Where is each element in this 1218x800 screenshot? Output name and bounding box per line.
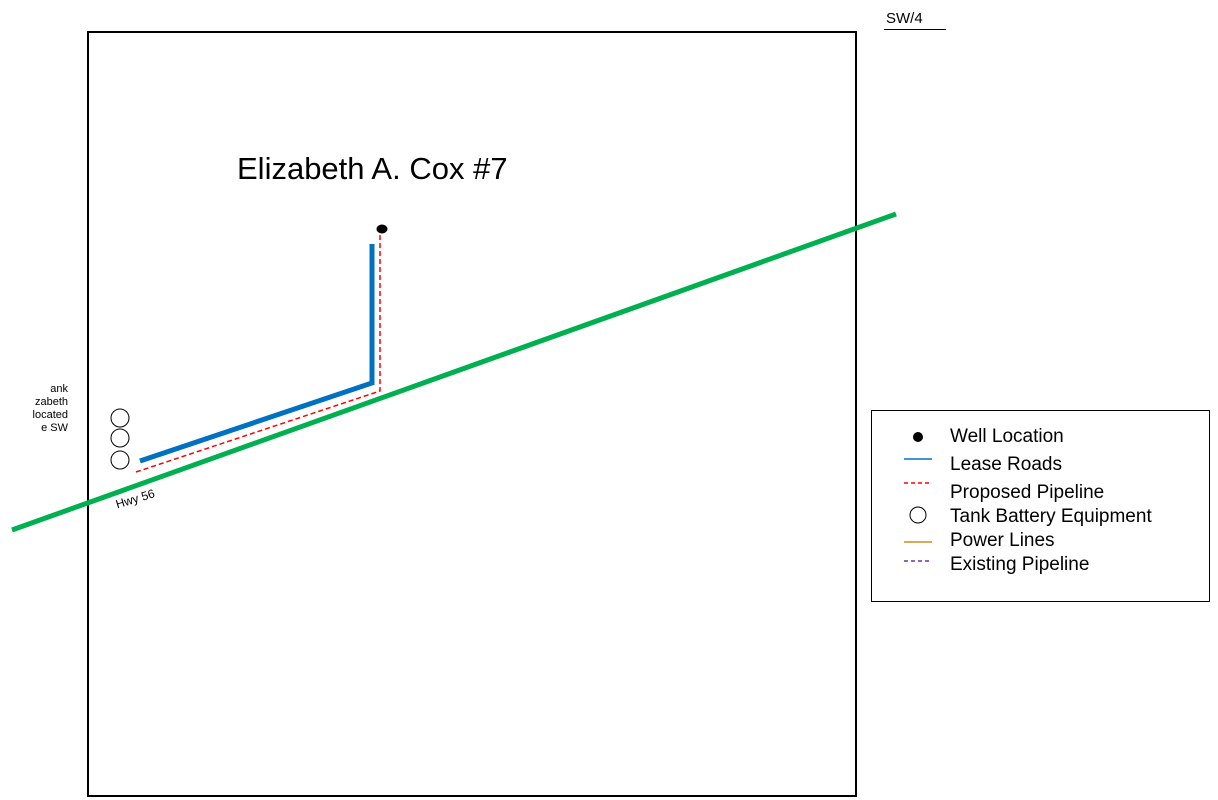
legend-label: Well Location xyxy=(950,426,1064,447)
highway-line xyxy=(11,211,897,533)
legend-label: Power Lines xyxy=(950,530,1055,551)
legend-label: Proposed Pipeline xyxy=(950,482,1105,503)
proposed-pipeline-line xyxy=(135,231,381,473)
section-boundary xyxy=(87,31,857,797)
section-label-underline xyxy=(884,29,946,30)
section-label: SW/4 xyxy=(886,10,923,27)
legend-label: Existing Pipeline xyxy=(950,554,1090,575)
filled-dot-icon xyxy=(913,432,923,442)
tank-note-line: located xyxy=(32,409,68,421)
red-dashed-line-icon xyxy=(904,482,932,484)
map-legend: Well Location Lease Roads Proposed Pipel… xyxy=(871,410,1210,602)
well-title: Elizabeth A. Cox #7 xyxy=(237,151,508,186)
legend-item-existing-pipeline: Existing Pipeline xyxy=(872,553,1211,577)
tank-note-line: e SW xyxy=(41,422,68,434)
orange-line-icon xyxy=(904,541,932,543)
tank-battery xyxy=(110,408,130,470)
tank-battery-note: ank zabeth located e SW xyxy=(0,383,68,435)
legend-item-lease-roads: Lease Roads xyxy=(872,453,1211,477)
blue-line-icon xyxy=(904,458,932,460)
tank-circle xyxy=(110,450,130,470)
legend-item-tank-battery: Tank Battery Equipment xyxy=(872,505,1211,529)
legend-item-well-location: Well Location xyxy=(872,425,1211,449)
purple-dashed-line-icon xyxy=(904,560,932,562)
well-location-marker xyxy=(376,224,388,234)
open-circle-icon xyxy=(909,506,927,524)
tank-circle xyxy=(110,408,130,428)
lease-road-line xyxy=(139,244,375,464)
legend-item-power-lines: Power Lines xyxy=(872,529,1211,553)
tank-note-line: zabeth xyxy=(34,396,68,408)
tank-note-line: ank xyxy=(50,383,68,395)
tank-circle xyxy=(110,428,130,448)
legend-label: Tank Battery Equipment xyxy=(950,506,1152,527)
legend-label: Lease Roads xyxy=(950,454,1062,475)
legend-item-proposed-pipeline: Proposed Pipeline xyxy=(872,481,1211,505)
